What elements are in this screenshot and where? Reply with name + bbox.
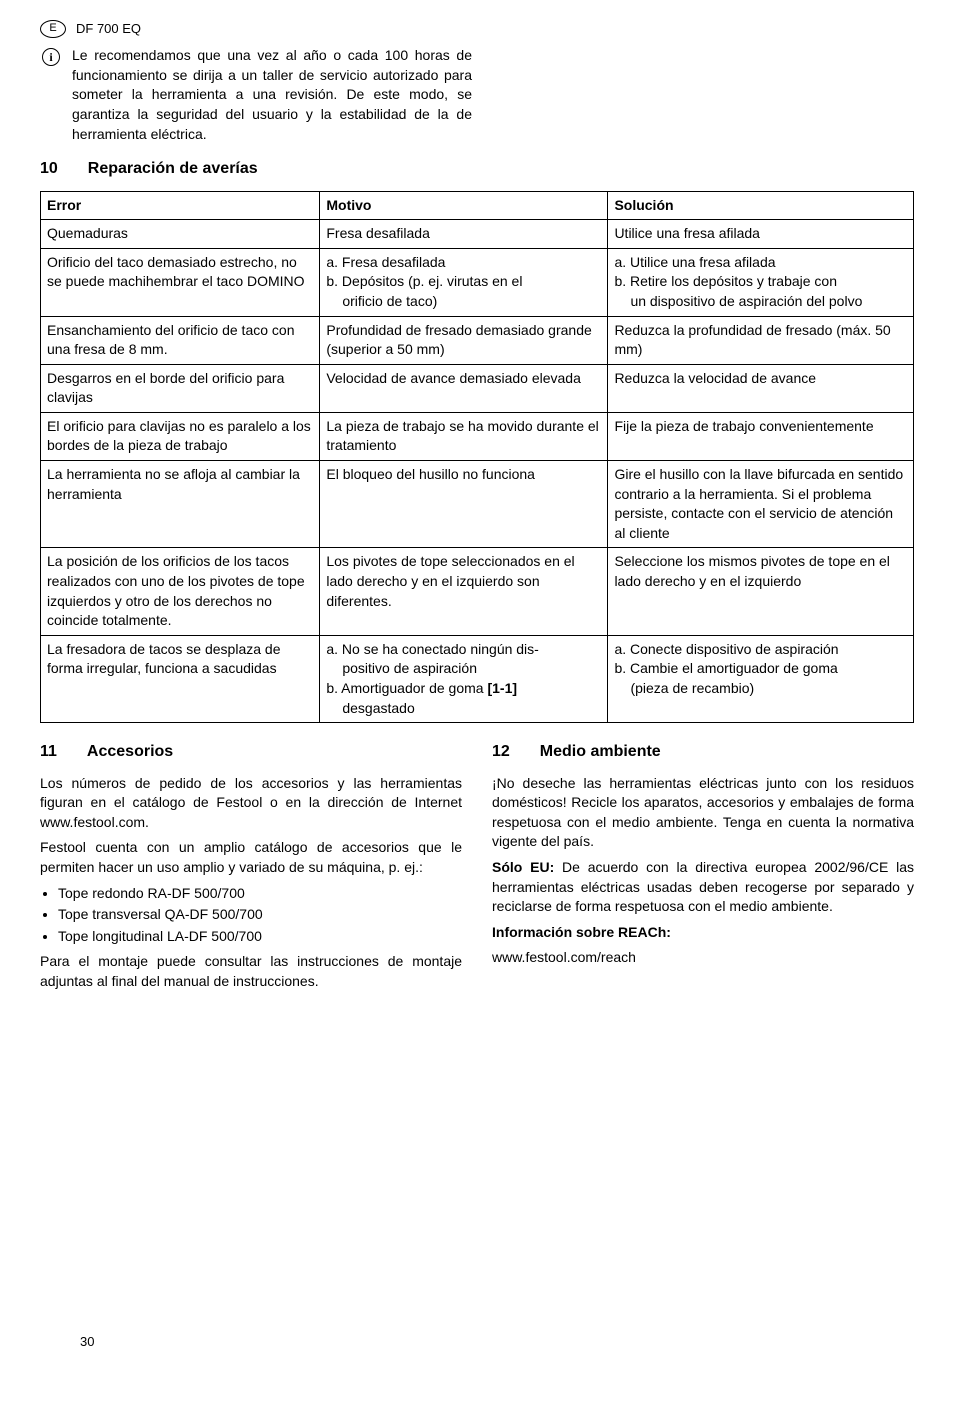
table-header-row: Error Motivo Solución [41,191,914,220]
table-row: La fresadora de tacos se desplaza de for… [41,635,914,722]
info-note-text: Le recomendamos que una vez al año o cad… [72,46,472,144]
reach-label: Información sobre REACh: [492,923,914,943]
motivo-a: a. No se ha conectado ningún dis- [326,640,601,660]
left-column: 11 Accesorios Los números de pedido de l… [40,731,462,997]
solucion-b-cont: un dispositivo de aspiración del polvo [614,292,907,312]
section-10-num: 10 [40,158,58,180]
motivo-b: b. Depósitos (p. ej. virutas en el [326,272,601,292]
motivo-b-cont: desgastado [326,699,601,719]
cell-error: Ensanchamiento del orificio de taco con … [41,316,320,364]
col-motivo: Motivo [320,191,608,220]
cell-solucion: Reduzca la profundidad de fresado (máx. … [608,316,914,364]
cell-motivo: Profundidad de fresado demasiado grande … [320,316,608,364]
section-12-p2: Sólo EU: De acuerdo con la directiva eur… [492,858,914,917]
table-row: Ensanchamiento del orificio de taco con … [41,316,914,364]
cell-error: El orificio para clavijas no es paralelo… [41,412,320,460]
cell-motivo: Velocidad de avance demasiado elevada [320,364,608,412]
cell-solucion: Seleccione los mismos pivotes de tope en… [608,548,914,635]
table-row: El orificio para clavijas no es paralelo… [41,412,914,460]
cell-motivo: a. Fresa desafilada b. Depósitos (p. ej.… [320,248,608,316]
page-header: E DF 700 EQ [40,20,914,38]
motivo-b: b. Amortiguador de goma [1-1] [326,679,601,699]
cell-solucion: Gire el husillo con la llave bifurcada e… [608,461,914,548]
cell-motivo: La pieza de trabajo se ha movido durante… [320,412,608,460]
cell-motivo: El bloqueo del husillo no funciona [320,461,608,548]
solucion-a: a. Utilice una fresa afilada [614,253,907,273]
cell-solucion: Utilice una fresa afilada [608,220,914,249]
cell-solucion: Fije la pieza de trabajo convenientement… [608,412,914,460]
col-error: Error [41,191,320,220]
cell-solucion: a. Utilice una fresa afilada b. Retire l… [608,248,914,316]
list-item: Tope redondo RA-DF 500/700 [58,884,462,904]
section-11-p2: Festool cuenta con un amplio catálogo de… [40,838,462,877]
section-10-header: 10 Reparación de averías [40,158,914,180]
language-badge: E [40,20,66,38]
section-12-p1: ¡No deseche las herramientas eléctricas … [492,774,914,852]
cell-error: La herramienta no se afloja al cambiar l… [41,461,320,548]
solucion-b-cont: (pieza de recambio) [614,679,907,699]
solucion-a: a. Conecte dispositivo de aspiración [614,640,907,660]
cell-error: La posición de los orificios de los taco… [41,548,320,635]
section-11-title: Accesorios [87,741,173,763]
section-12-header: 12 Medio ambiente [492,741,914,763]
info-note-row: i Le recomendamos que una vez al año o c… [40,46,914,144]
cell-error: Quemaduras [41,220,320,249]
cell-motivo: Fresa desafilada [320,220,608,249]
section-11-p1: Los números de pedido de los accesorios … [40,774,462,833]
section-11-num: 11 [40,741,57,763]
cell-solucion: Reduzca la velocidad de avance [608,364,914,412]
list-item: Tope longitudinal LA-DF 500/700 [58,927,462,947]
section-11-p3: Para el montaje puede consultar las inst… [40,952,462,991]
col-solucion: Solución [608,191,914,220]
accessories-list: Tope redondo RA-DF 500/700 Tope transver… [40,884,462,947]
list-item: Tope transversal QA-DF 500/700 [58,905,462,925]
model-label: DF 700 EQ [76,20,141,38]
solucion-b: b. Retire los depósitos y trabaje con [614,272,907,292]
table-row: Quemaduras Fresa desafilada Utilice una … [41,220,914,249]
motivo-b-cont: orificio de taco) [326,292,601,312]
section-10-title: Reparación de averías [88,158,258,180]
cell-solucion: a. Conecte dispositivo de aspiración b. … [608,635,914,722]
troubleshooting-table: Error Motivo Solución Quemaduras Fresa d… [40,191,914,724]
solucion-b: b. Cambie el amortiguador de goma [614,659,907,679]
cell-error: Desgarros en el borde del orificio para … [41,364,320,412]
table-row: La herramienta no se afloja al cambiar l… [41,461,914,548]
cell-error: Orificio del taco demasiado estrecho, no… [41,248,320,316]
motivo-a: a. Fresa desafilada [326,253,601,273]
info-icon: i [42,48,60,66]
cell-motivo: a. No se ha conectado ningún dis- positi… [320,635,608,722]
cell-motivo: Los pivotes de tope seleccionados en el … [320,548,608,635]
table-row: Desgarros en el borde del orificio para … [41,364,914,412]
section-11-header: 11 Accesorios [40,741,462,763]
reach-url: www.festool.com/reach [492,948,914,968]
page-number: 30 [80,1333,94,1351]
section-12-title: Medio ambiente [540,741,661,763]
cell-error: La fresadora de tacos se desplaza de for… [41,635,320,722]
right-column: 12 Medio ambiente ¡No deseche las herram… [492,731,914,997]
table-row: Orificio del taco demasiado estrecho, no… [41,248,914,316]
bottom-columns: 11 Accesorios Los números de pedido de l… [40,731,914,997]
table-row: La posición de los orificios de los taco… [41,548,914,635]
section-12-num: 12 [492,741,510,763]
motivo-a-cont: positivo de aspiración [326,659,601,679]
